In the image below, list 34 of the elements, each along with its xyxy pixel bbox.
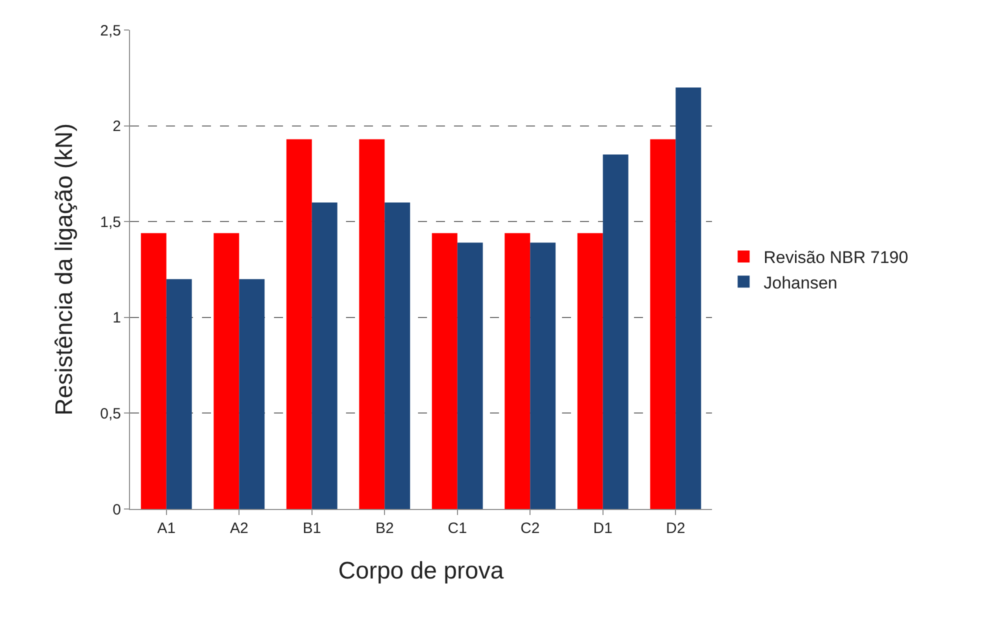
bar [312,202,338,509]
x-tick-label: C2 [520,520,540,537]
y-tick-label: 2,5 [100,22,121,40]
x-tick-label: B2 [375,520,394,537]
x-tick-label: C1 [448,520,467,537]
bar [530,242,556,509]
bar [676,87,702,509]
bar [384,202,410,509]
y-axis-title: Resistência da ligação (kN) [51,123,78,416]
y-tick-label: 0,5 [100,405,121,422]
y-tick-label: 2 [112,118,121,136]
legend-label: Johansen [764,273,838,292]
bar [140,233,166,509]
x-tick-label: D2 [666,520,686,537]
x-tick-label: A2 [230,520,248,537]
legend-label: Revisão NBR 7190 [764,248,908,268]
bar [214,233,240,509]
y-tick-label: 0 [112,501,121,518]
bar [650,139,676,509]
bar [286,139,312,509]
x-axis-title: Corpo de prova [338,557,504,584]
bar [602,154,628,509]
bar [432,233,458,509]
x-tick-label: D1 [593,520,612,537]
bar [239,279,265,509]
bar [457,242,483,509]
x-tick-label: B1 [302,520,322,537]
bar [166,279,192,509]
bar [504,233,530,509]
y-tick-label: 1 [112,310,121,327]
bar [577,233,603,509]
bar [359,139,385,509]
x-tick-label: A1 [157,520,176,537]
y-tick-label: 1,5 [100,214,121,231]
